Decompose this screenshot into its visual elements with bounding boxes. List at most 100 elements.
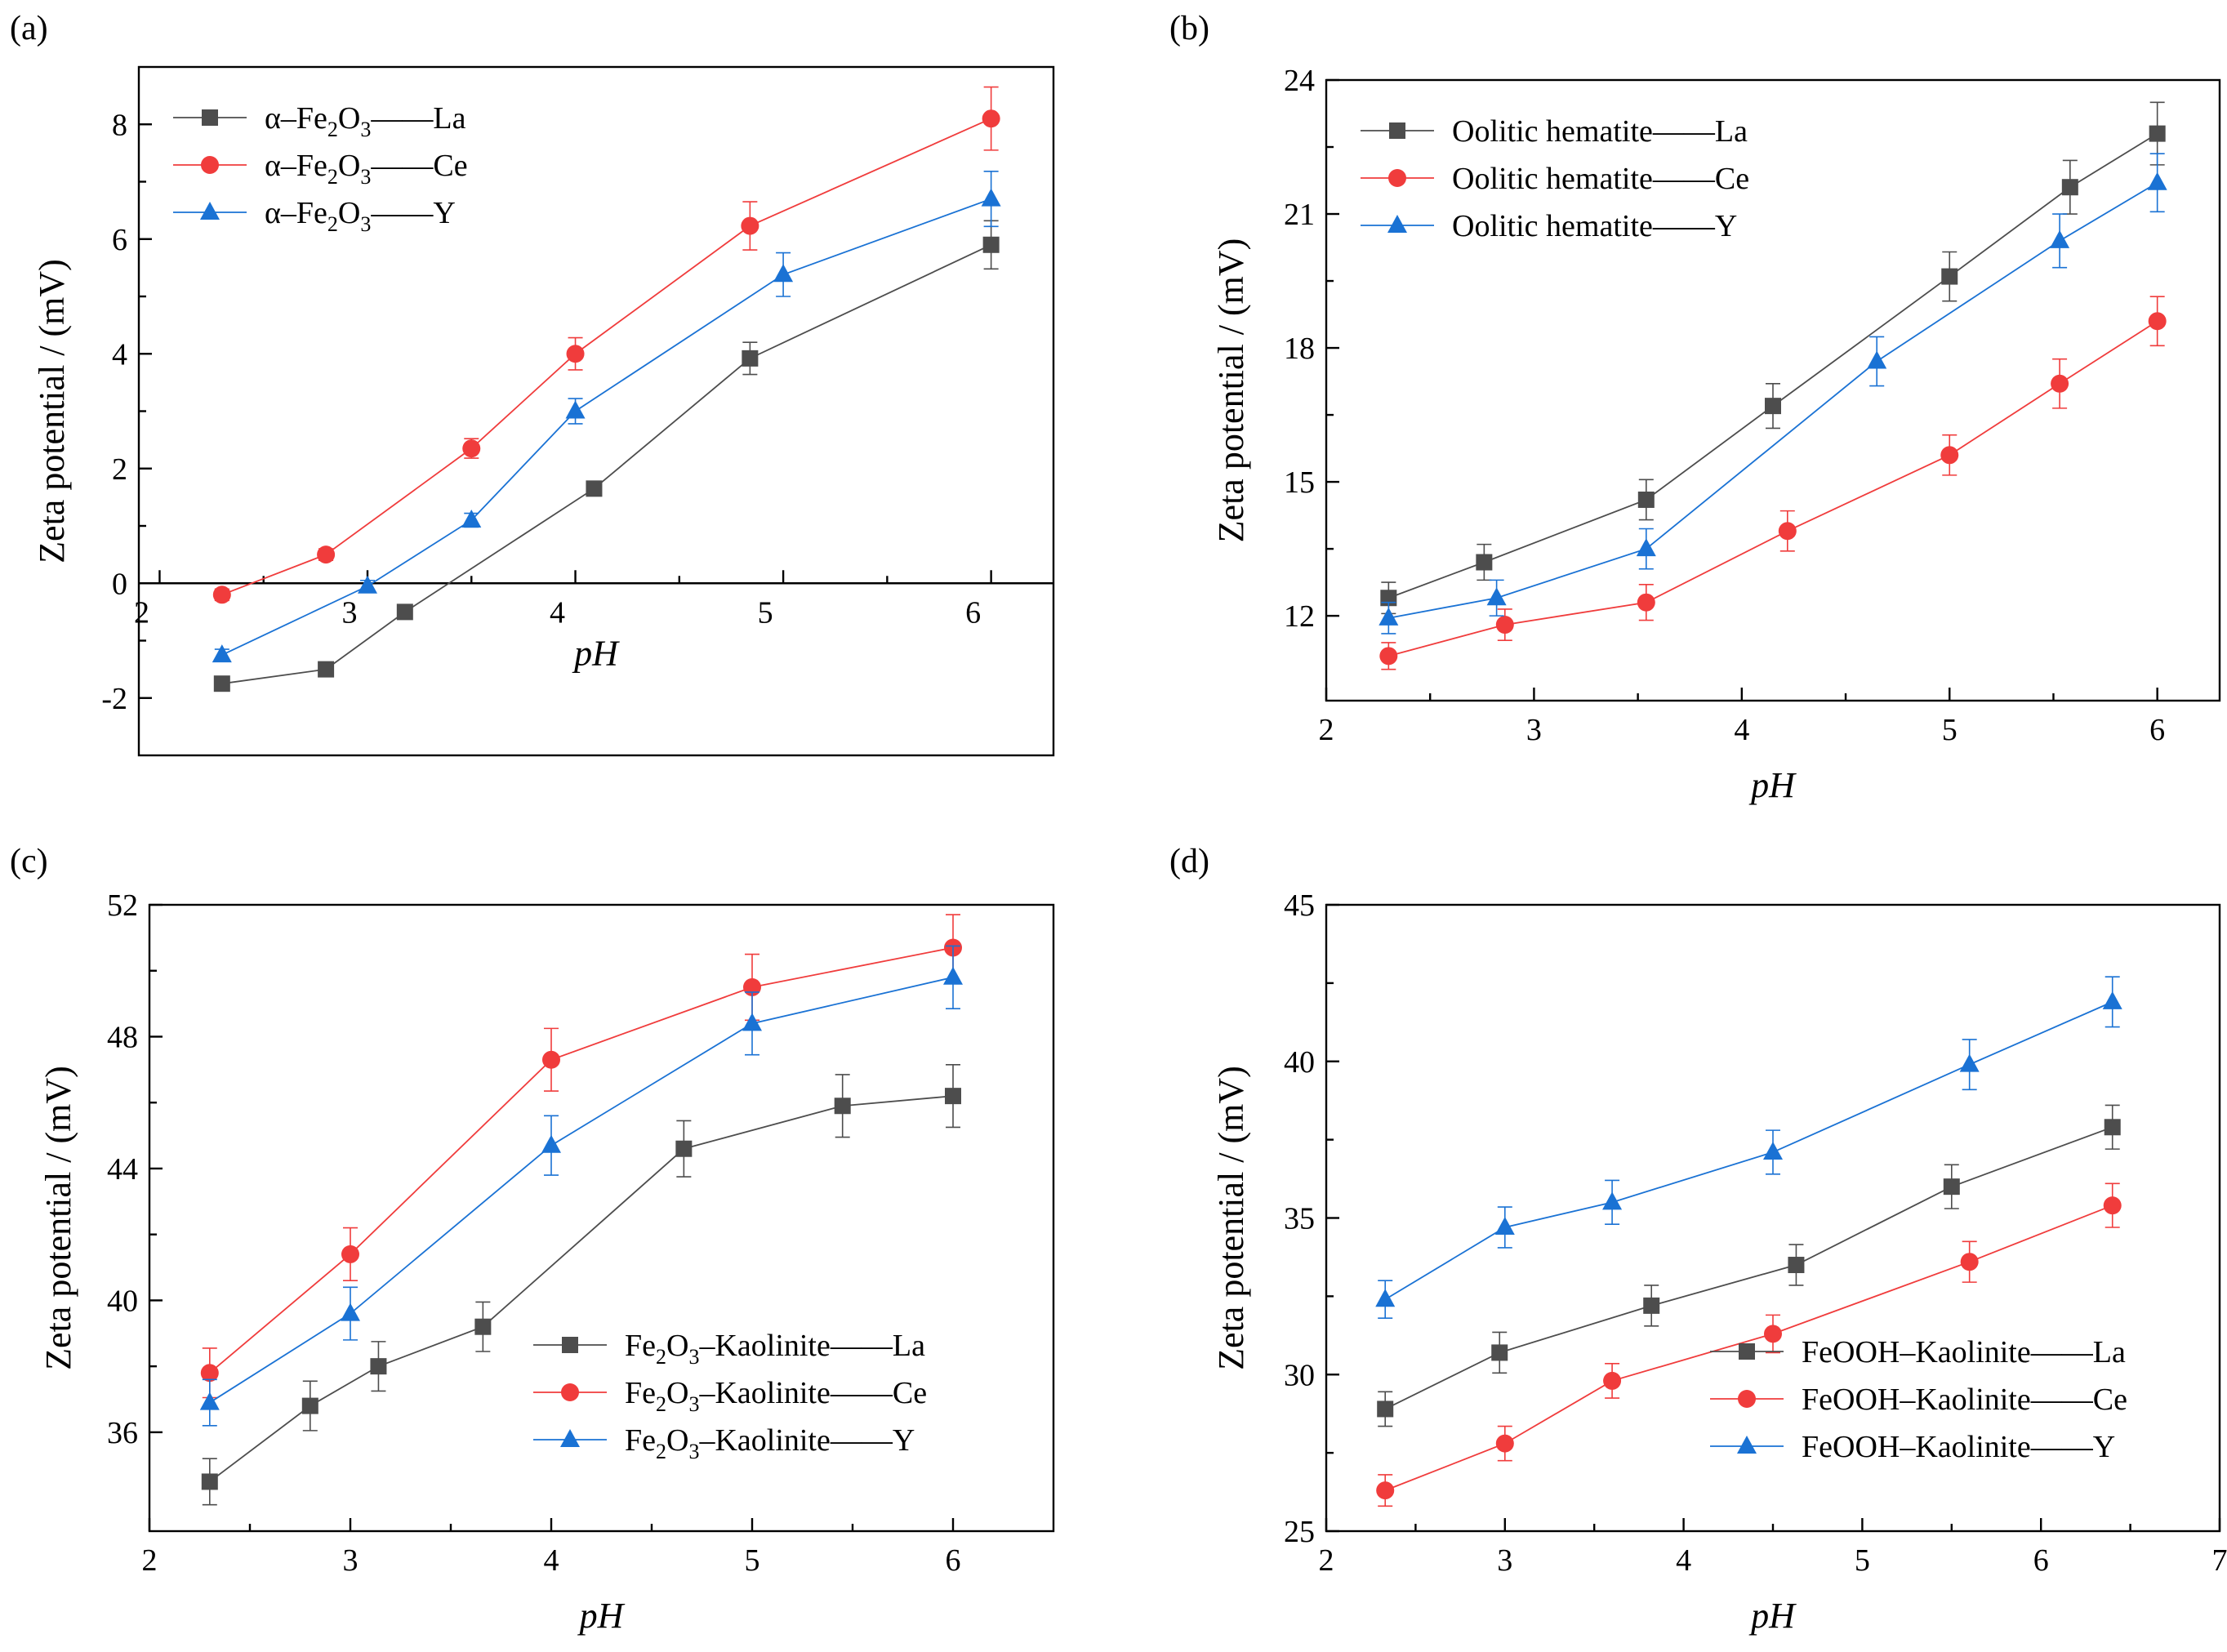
data-point [1377, 1400, 1394, 1418]
series-y [212, 171, 1001, 663]
legend-label-part: 3 [688, 1440, 699, 1463]
y-axis-label: Zeta potential / (mV) [1211, 238, 1251, 543]
legend-marker [202, 109, 218, 126]
data-point [2104, 1119, 2121, 1136]
data-point [201, 1473, 218, 1490]
x-tick-label: 3 [342, 595, 358, 630]
legend-label-part: 2 [656, 1440, 666, 1463]
x-tick-label: 6 [2149, 713, 2165, 747]
legend-label: FeOOH–Kaolinite——La [1802, 1335, 2126, 1369]
data-point [1643, 1297, 1660, 1314]
x-tick-label: 5 [745, 1543, 760, 1578]
legend-label-part: Fe [625, 1376, 656, 1410]
data-point [2149, 125, 2166, 142]
data-point [982, 236, 1000, 253]
data-point [1764, 1325, 1782, 1343]
series-line [1388, 132, 2158, 599]
data-point [541, 1134, 561, 1153]
x-axis-label: pH [577, 1596, 626, 1636]
legend-label-part: –Kaolinite——Ce [698, 1376, 927, 1410]
legend: α–Fe2O3——Laα–Fe2O3——Ceα–Fe2O3——Y [173, 101, 468, 236]
legend-label-part: α–Fe [265, 149, 327, 183]
legend-label: α–Fe2O3——La [265, 101, 466, 141]
x-tick-label: 2 [134, 595, 149, 630]
x-tick-label: 4 [1734, 713, 1749, 747]
y-tick-label: 2 [112, 452, 127, 487]
legend-label-part: Oolitic hematite [1452, 209, 1653, 243]
x-tick-label: 4 [1676, 1543, 1691, 1578]
y-tick-label: 8 [112, 108, 127, 142]
y-tick-label: 25 [1284, 1515, 1315, 1549]
y-tick-label: 6 [112, 223, 127, 257]
legend-marker [1739, 1343, 1755, 1360]
x-tick-label: 2 [142, 1543, 158, 1578]
data-point [1636, 538, 1656, 557]
y-axis-label: Zeta potential / (mV) [32, 259, 72, 563]
data-point [2148, 312, 2167, 331]
legend-label-part: 2 [327, 118, 338, 141]
legend: Fe2O3–Kaolinite——LaFe2O3–Kaolinite——CeFe… [533, 1329, 927, 1463]
data-point [586, 480, 603, 497]
x-tick-label: 2 [1319, 1543, 1334, 1578]
y-tick-label: 40 [107, 1284, 138, 1318]
data-point [1379, 607, 1399, 626]
data-point [773, 264, 794, 283]
x-tick-label: 2 [1319, 713, 1334, 747]
x-axis-label: pH [572, 633, 620, 673]
legend-label-part: 2 [656, 1345, 666, 1369]
plot-frame [1325, 78, 2221, 702]
y-tick-label: 44 [107, 1152, 138, 1187]
legend-marker [1737, 1436, 1757, 1454]
legend-label: FeOOH–Kaolinite——Y [1802, 1430, 2115, 1464]
legend-label: Fe2O3–Kaolinite——Ce [625, 1376, 927, 1416]
series-line [221, 198, 991, 656]
data-point [565, 400, 586, 419]
y-tick-label: 15 [1284, 465, 1315, 500]
data-point [741, 216, 759, 235]
data-point [943, 966, 963, 985]
series-y [1379, 153, 2167, 635]
x-tick-label: 3 [1526, 713, 1542, 747]
x-tick-label: 5 [1855, 1543, 1870, 1578]
legend-label-part: 2 [327, 212, 338, 236]
legend-label: α–Fe2O3——Y [265, 196, 456, 236]
series-line [221, 243, 992, 685]
data-point [462, 439, 481, 458]
series-la [1380, 101, 2166, 615]
y-tick-label: 52 [107, 888, 138, 923]
series-la [201, 1063, 961, 1506]
data-point [2051, 374, 2069, 393]
y-tick-label: 0 [112, 567, 127, 601]
data-point [742, 1013, 762, 1031]
series-line [1388, 181, 2158, 619]
series-line [221, 118, 992, 596]
legend-label: Oolitic hematite——Ce [1452, 162, 1749, 196]
legend-label-part: 3 [688, 1392, 699, 1416]
panel-b: (b) 2 3 4 5 6 12 15 18 21 24 pH Zeta potential / (mV… [1169, 10, 2221, 805]
data-point [213, 675, 230, 692]
legend-label: Fe2O3–Kaolinite——La [625, 1329, 925, 1369]
legend-label-part: O [666, 1376, 688, 1410]
data-point [341, 1245, 359, 1263]
data-point [1778, 522, 1797, 541]
legend-label-part: O [338, 196, 360, 230]
data-point [1960, 1253, 1979, 1271]
panel-label: (a) [10, 10, 48, 47]
legend-label-part: ——Y [1652, 209, 1737, 243]
legend-label-part: 3 [360, 212, 371, 236]
series-y [1375, 976, 2122, 1320]
data-point [2061, 179, 2078, 196]
x-tick-label: 5 [758, 595, 773, 630]
legend-label-part: ——La [1652, 114, 1748, 149]
legend-marker [1389, 122, 1405, 139]
y-tick-label: 4 [112, 337, 127, 372]
data-point [1763, 1141, 1783, 1160]
x-tick-label: 6 [965, 595, 981, 630]
series-line [209, 946, 954, 1374]
x-tick-label: 6 [2033, 1543, 2049, 1578]
data-point [675, 1140, 693, 1157]
data-point [317, 545, 336, 564]
y-tick-label: 35 [1284, 1202, 1315, 1236]
